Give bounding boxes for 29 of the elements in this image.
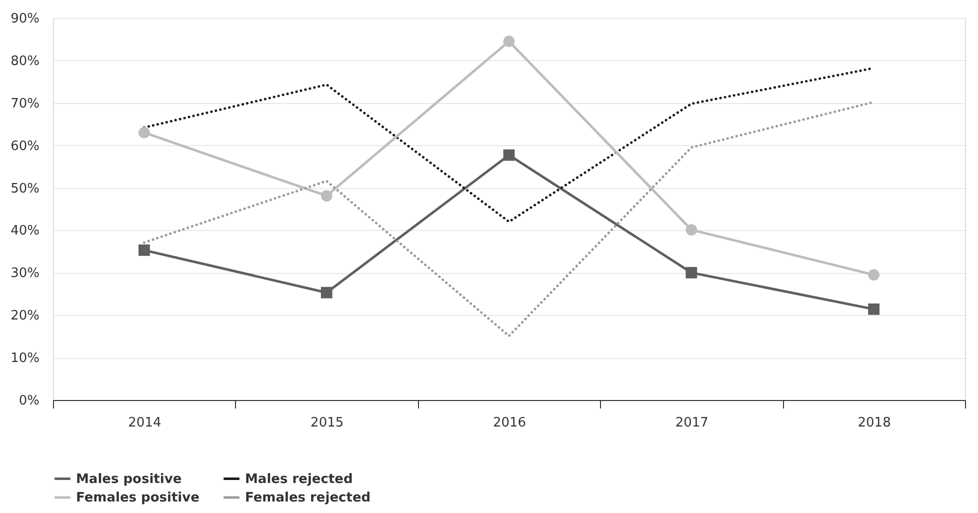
legend-label: Males rejected xyxy=(245,472,353,487)
y-tick-label: 40% xyxy=(10,224,40,239)
x-tick-label: 2018 xyxy=(858,416,891,430)
y-tick-label: 60% xyxy=(10,138,40,154)
y-tick-label: 30% xyxy=(10,266,40,282)
y-tick-label: 10% xyxy=(10,351,40,366)
x-tick-label: 2016 xyxy=(492,416,526,430)
y-tick-label: 90% xyxy=(10,12,40,26)
point xyxy=(868,269,880,280)
point xyxy=(320,286,332,298)
point xyxy=(138,244,150,256)
y-tick-label: 80% xyxy=(10,54,40,69)
x-tick-label: 2014 xyxy=(128,416,162,430)
y-tick-label: 20% xyxy=(10,308,40,324)
legend-label: Males positive xyxy=(76,472,182,487)
y-tick-label: 0% xyxy=(18,394,40,408)
legend-label: Females positive xyxy=(76,490,200,506)
point xyxy=(503,149,515,161)
point xyxy=(320,190,332,202)
legend-label: Females rejected xyxy=(245,490,371,506)
x-tick-label: 2015 xyxy=(310,416,344,430)
point xyxy=(686,224,698,236)
point xyxy=(868,303,880,315)
point xyxy=(686,266,698,278)
y-tick-label: 50% xyxy=(10,181,40,196)
point xyxy=(503,36,515,48)
x-tick-label: 2017 xyxy=(675,416,708,430)
point xyxy=(138,126,150,138)
y-tick-label: 70% xyxy=(10,96,40,112)
